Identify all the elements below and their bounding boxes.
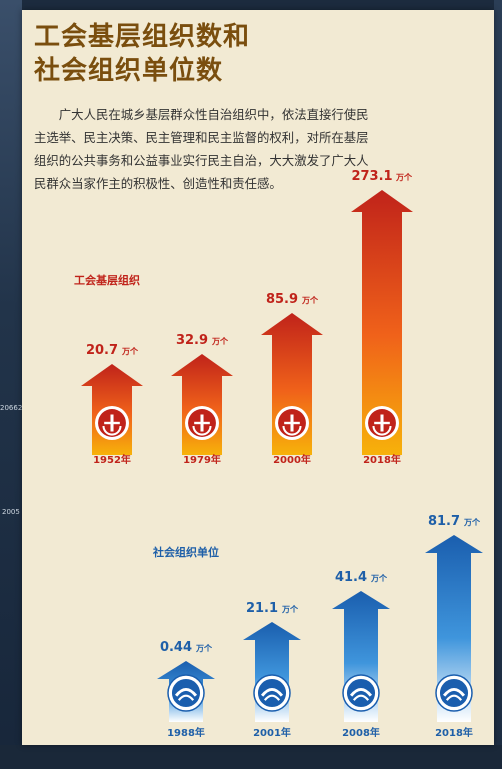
background-bottom-edge [0,745,502,769]
union-value-label: 32.9 [176,333,208,348]
social-arrow [425,535,483,722]
emblem-core [171,678,201,708]
union-bar-1979年: 32.9 万个 1979年 [171,333,233,466]
emblem-wave-2 [352,694,370,701]
emblem-arc [282,425,302,436]
emblem-core [439,678,469,708]
union-unit-label: 万个 [395,172,413,182]
title-line-2: 社会组织单位数 [34,56,224,86]
social-unit-label: 万个 [370,573,388,583]
union-year-label: 1979年 [183,453,221,466]
union-year-label: 2018年 [363,453,401,466]
emblem-stem [380,414,384,432]
union-section-label: 工会基层组织 [74,274,140,287]
union-bar-2018年: 273.1 万个 2018年 [351,169,413,466]
union-arrow [351,190,413,455]
side-fragment-number-2: 2005 [2,508,20,516]
social-value-label: 41.4 [335,570,367,585]
title-line-1: 工会基层组织数和 [34,22,251,52]
union-unit-label: 万个 [211,336,229,346]
intro-paragraph: 广大人民在城乡基层群众性自治组织中，依法直接行使民主选举、民主决策、民主管理和民… [34,107,369,191]
social-section-label: 社会组织单位 [153,546,219,559]
social-bar-2008年: 41.4 万个 2008年 [332,570,390,739]
emblem-core [346,678,376,708]
emblem-wave [442,687,466,697]
union-bar-1952年: 20.7 万个 1952年 [81,343,143,466]
union-unit-label: 万个 [121,346,139,356]
union-value-label: 20.7 [86,343,118,358]
social-unit-label: 万个 [195,643,213,653]
social-bar-2001年: 21.1 万个 2001年 [243,601,301,739]
emblem-arc [102,425,122,436]
social-year-label: 2001年 [253,726,291,739]
social-bar-2018年: 81.7 万个 2018年 [425,514,483,739]
background-left-edge [0,0,22,769]
union-year-label: 2000年 [273,453,311,466]
union-unit-label: 万个 [301,295,319,305]
union-value-label: 273.1 [351,169,392,184]
emblem-stem [110,414,114,432]
emblem-wave-2 [445,694,463,701]
emblem-wave-2 [263,694,281,701]
page-title: 工会基层组织数和 社会组织单位数 [34,20,250,88]
union-value-label: 85.9 [266,292,298,307]
emblem-arc [192,425,212,436]
social-year-label: 2008年 [342,726,380,739]
social-value-label: 21.1 [246,601,278,616]
social-unit-label: 万个 [463,517,481,527]
emblem-stem [290,414,294,432]
union-bar-2000年: 85.9 万个 2000年 [261,292,323,466]
social-year-label: 1988年 [167,726,205,739]
emblem-arc [372,425,392,436]
emblem-wave [174,687,198,697]
emblem-stem [200,414,204,432]
union-year-label: 1952年 [93,453,131,466]
emblem-wave [260,687,284,697]
social-value-label: 0.44 [160,640,192,655]
social-value-label: 81.7 [428,514,460,529]
social-year-label: 2018年 [435,726,473,739]
background-right-edge [494,0,502,769]
social-bar-1988年: 0.44 万个 1988年 [157,640,215,739]
emblem-wave-2 [177,694,195,701]
emblem-wave [349,687,373,697]
social-unit-label: 万个 [281,604,299,614]
side-fragment-number: 20662 [0,404,23,412]
emblem-core [257,678,287,708]
